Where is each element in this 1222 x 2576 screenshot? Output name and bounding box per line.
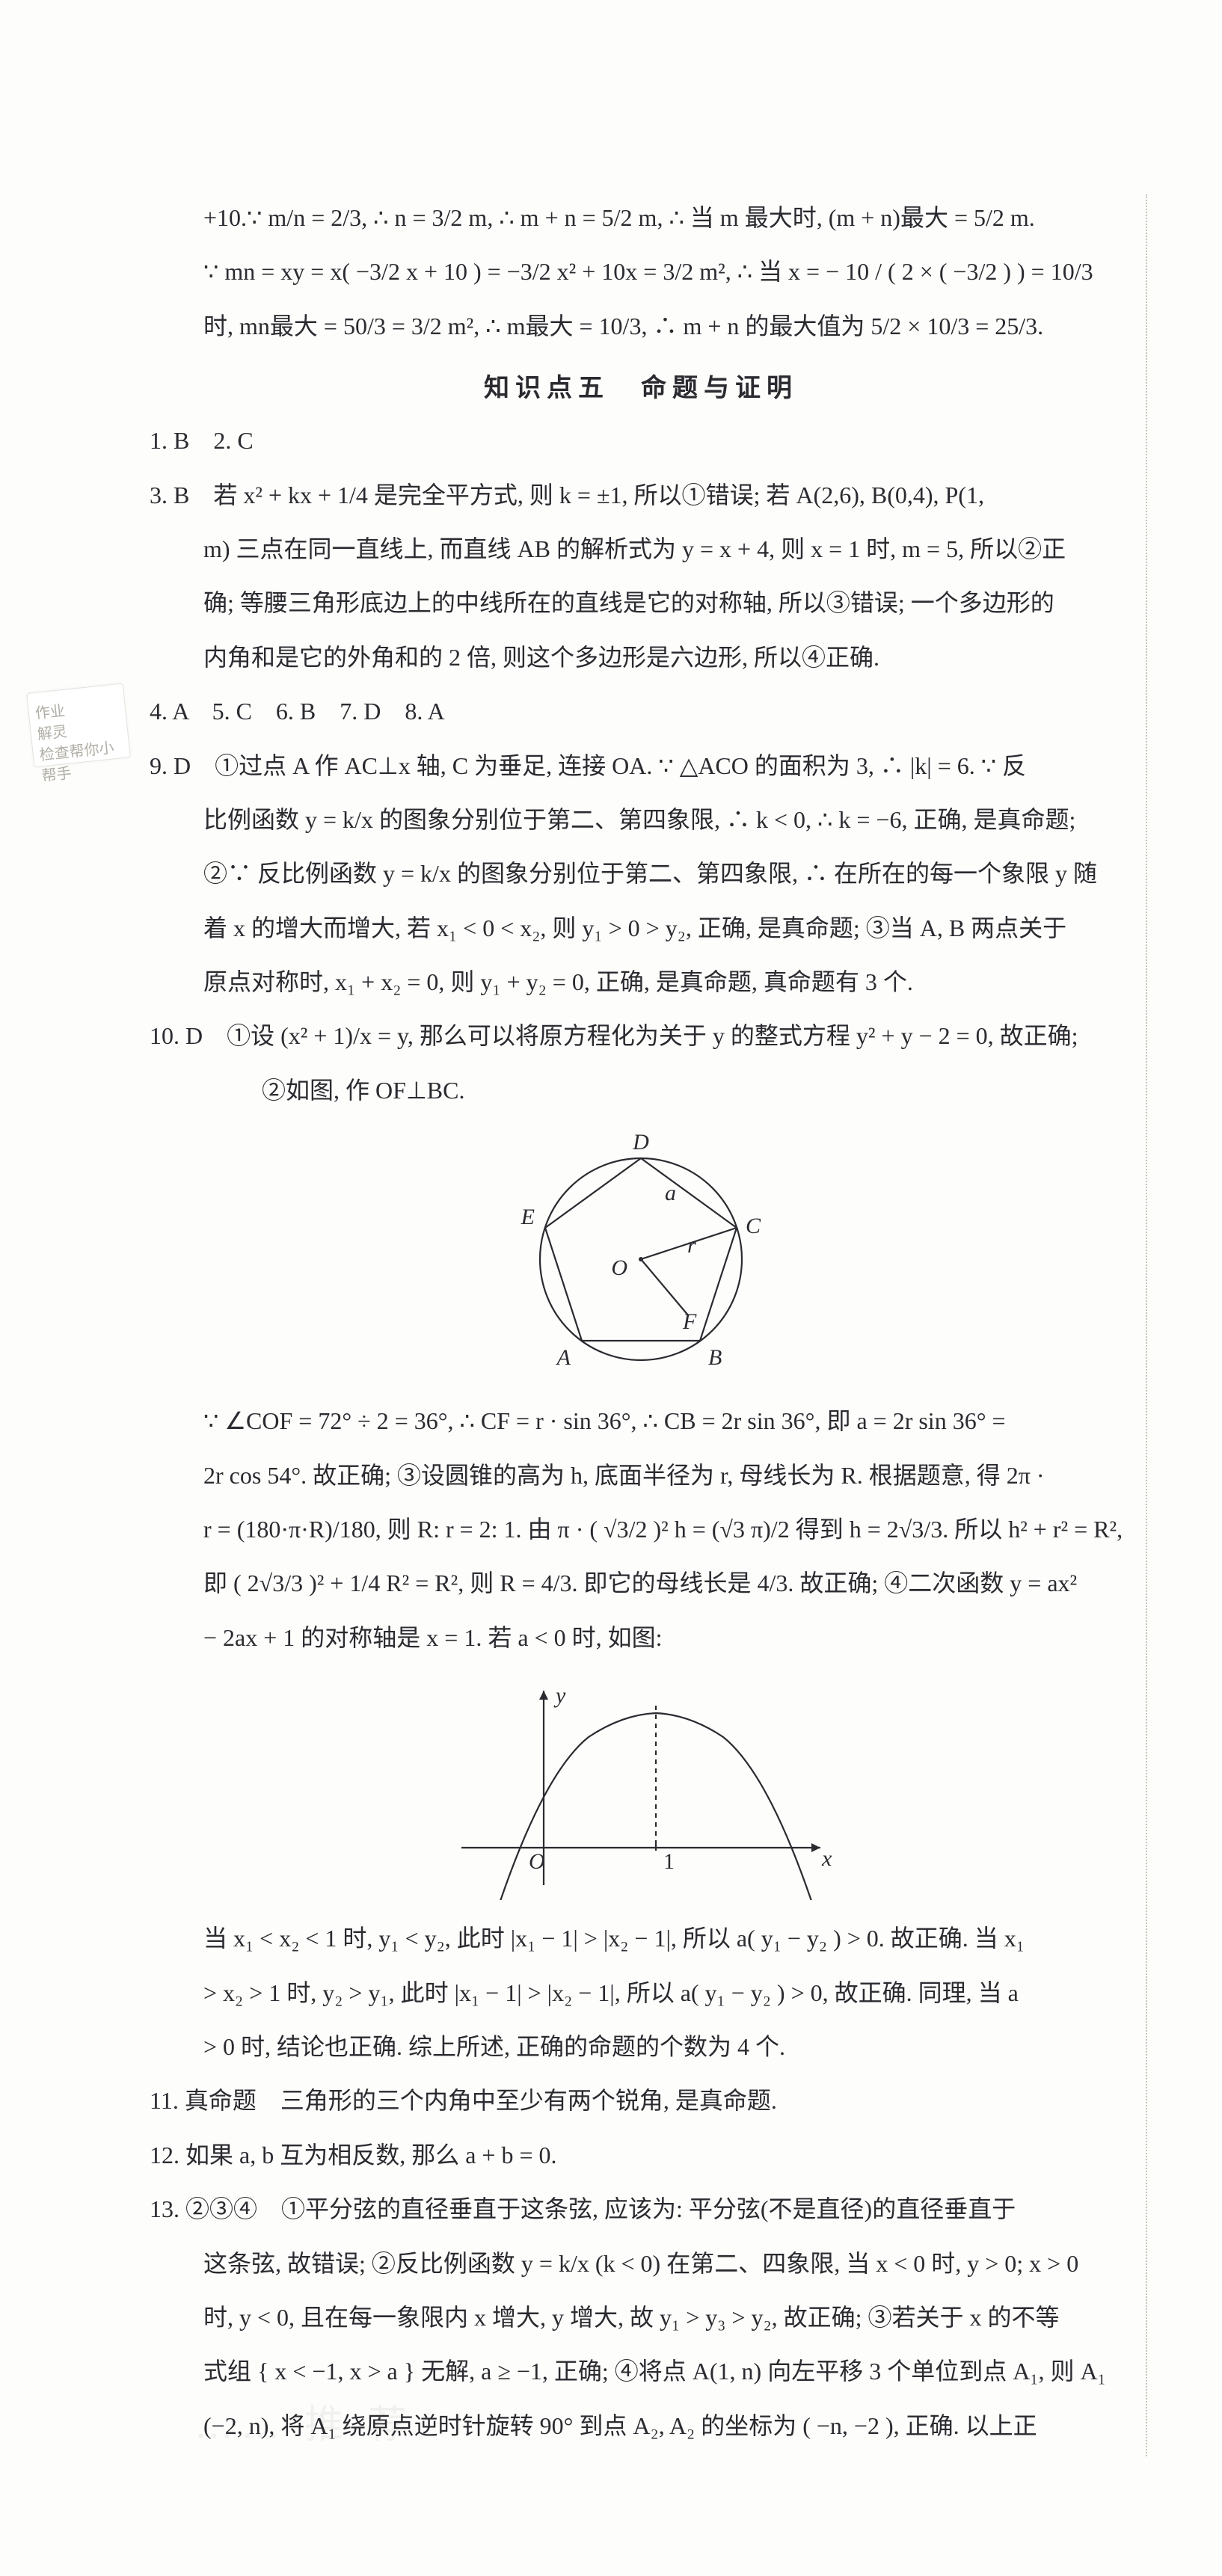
answers-4-8: 4. A 5. C 6. B 7. D 8. A	[150, 688, 1132, 734]
q13-line-a: 13. ②③④ ①平分弦的直径垂直于这条弦, 应该为: 平分弦(不是直径)的直径…	[150, 2186, 1132, 2232]
q10-line-j: > 0 时, 结论也正确. 综上所述, 正确的命题的个数为 4 个.	[150, 2023, 1132, 2070]
inscribed-pentagon	[545, 1158, 737, 1341]
q10-line-i: > x₂ > 1 时, y₂ > y₁, 此时 |x₁ − 1| > |x₂ −…	[150, 1970, 1132, 2016]
side-note-card: 作业 解灵 检查帮你小帮手	[26, 683, 131, 767]
q3-line-d: 内角和是它的外角和的 2 倍, 则这个多边形是六边形, 所以④正确.	[150, 634, 1132, 680]
page: 作业 解灵 检查帮你小帮手 +10.∵ m/n = 2/3, ∴ n = 3/2…	[0, 0, 1222, 2576]
cont-line-1: ∵ mn = xy = x( −3/2 x + 10 ) = −3/2 x² +…	[150, 248, 1132, 295]
label-1: 1	[663, 1849, 675, 1874]
label-E: E	[521, 1205, 535, 1229]
x-arrow-icon	[811, 1843, 820, 1852]
figure-labels: D C B A E O r a F	[521, 1130, 761, 1370]
q9-line-c: ②∵ 反比例函数 y = k/x 的图象分别位于第二、第四象限, ∴ 在所在的每…	[150, 850, 1132, 897]
q3-line-b: m) 三点在同一直线上, 而直线 AB 的解析式为 y = x + 4, 则 x…	[150, 526, 1132, 572]
q10-line-d: 2r cos 54°. 故正确; ③设圆锥的高为 h, 底面半径为 r, 母线长…	[150, 1452, 1132, 1498]
q10-line-b: ②如图, 作 OF⊥BC.	[150, 1067, 1132, 1113]
label-O: O	[611, 1255, 627, 1280]
q13-line-e: (−2, n), 将 A₁ 绕原点逆时针旋转 90° 到点 A₂, A₂ 的坐标…	[150, 2403, 1132, 2449]
q10-line-g: − 2ax + 1 的对称轴是 x = 1. 若 a < 0 时, 如图:	[150, 1614, 1132, 1661]
label-A: A	[556, 1345, 571, 1370]
note-line-3: 检查帮你小帮手	[39, 737, 126, 787]
label-y: y	[553, 1683, 566, 1708]
label-F: F	[682, 1309, 697, 1334]
label-B: B	[708, 1345, 722, 1370]
section-title: 知识点五 命题与证明	[150, 367, 1132, 404]
segment-OF	[641, 1259, 689, 1316]
label-a: a	[665, 1181, 676, 1205]
q9-line-d: 着 x 的增大而增大, 若 x₁ < 0 < x₂, 则 y₁ > 0 > y₂…	[150, 905, 1132, 951]
parabola-labels: x y O 1	[529, 1683, 832, 1874]
parabola-figure: x y O 1	[446, 1676, 835, 1900]
q12-line: 12. 如果 a, b 互为相反数, 那么 a + b = 0.	[150, 2132, 1132, 2178]
q3-line-c: 确; 等腰三角形底边上的中线所在的直线是它的对称轴, 所以③错误; 一个多边形的	[150, 580, 1132, 626]
label-O: O	[529, 1849, 545, 1874]
cont-line-2: 时, mn最大 = 50/3 = 3/2 m², ∴ m最大 = 10/3, ∴…	[150, 303, 1132, 349]
q10-line-c: ∵ ∠COF = 72° ÷ 2 = 36°, ∴ CF = r · sin 3…	[150, 1398, 1132, 1444]
q10-line-f: 即 ( 2√3/3 )² + 1/4 R² = R², 则 R = 4/3. 即…	[150, 1560, 1132, 1606]
label-D: D	[632, 1130, 649, 1155]
y-arrow-icon	[539, 1691, 548, 1700]
q10-line-e: r = (180·π·R)/180, 则 R: r = 2: 1. 由 π · …	[150, 1506, 1132, 1552]
cont-line-0: +10.∵ m/n = 2/3, ∴ n = 3/2 m, ∴ m + n = …	[150, 194, 1132, 241]
pentagon-in-circle-figure: D C B A E O r a F	[499, 1128, 783, 1383]
answers-1-2: 1. B 2. C	[150, 417, 1132, 464]
q13-line-d: 式组 { x < −1, x > a } 无解, a ≥ −1, 正确; ④将点…	[150, 2348, 1132, 2394]
q3-line-a: 3. B 若 x² + kx + 1/4 是完全平方式, 则 k = ±1, 所…	[150, 472, 1132, 518]
center-point	[639, 1257, 643, 1261]
label-C: C	[746, 1214, 761, 1238]
q10-line-a: 10. D ①设 (x² + 1)/x = y, 那么可以将原方程化为关于 y …	[150, 1012, 1132, 1059]
q13-line-c: 时, y < 0, 且在每一象限内 x 增大, y 增大, 故 y₁ > y₃ …	[150, 2294, 1132, 2340]
label-r: r	[687, 1233, 696, 1258]
q9-line-e: 原点对称时, x₁ + x₂ = 0, 则 y₁ + y₂ = 0, 正确, 是…	[150, 959, 1132, 1005]
q9-line-a: 9. D ①过点 A 作 AC⊥x 轴, C 为垂足, 连接 OA. ∵ △AC…	[150, 743, 1132, 789]
label-x: x	[821, 1846, 832, 1871]
right-dotted-rule	[1146, 194, 1147, 2456]
q11-line: 11. 真命题 三角形的三个内角中至少有两个锐角, 是真命题.	[150, 2077, 1132, 2124]
q13-line-b: 这条弦, 故错误; ②反比例函数 y = k/x (k < 0) 在第二、四象限…	[150, 2240, 1132, 2287]
q10-line-h: 当 x₁ < x₂ < 1 时, y₁ < y₂, 此时 |x₁ − 1| > …	[150, 1915, 1132, 1961]
q9-line-b: 比例函数 y = k/x 的图象分别位于第二、第四象限, ∴ k < 0, ∴ …	[150, 796, 1132, 843]
